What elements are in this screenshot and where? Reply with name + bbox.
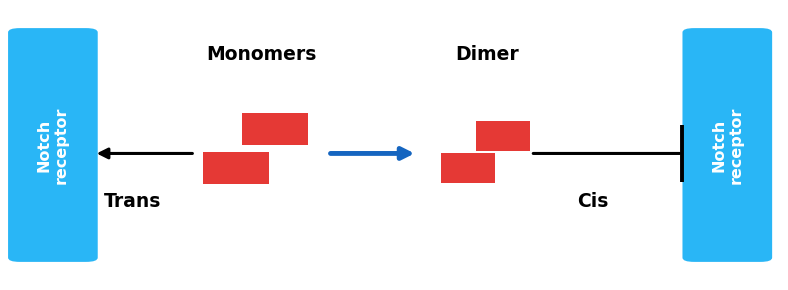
- Bar: [476, 121, 530, 151]
- Bar: [440, 153, 496, 183]
- Text: Notch
receptor: Notch receptor: [37, 106, 69, 184]
- Bar: [242, 113, 308, 145]
- Text: Monomers: Monomers: [206, 45, 317, 64]
- Text: Trans: Trans: [104, 192, 162, 211]
- Text: Dimer: Dimer: [455, 45, 519, 64]
- Bar: [203, 152, 269, 184]
- FancyBboxPatch shape: [682, 28, 772, 262]
- FancyBboxPatch shape: [8, 28, 98, 262]
- Text: Cis: Cis: [577, 192, 608, 211]
- Text: Notch
receptor: Notch receptor: [711, 106, 744, 184]
